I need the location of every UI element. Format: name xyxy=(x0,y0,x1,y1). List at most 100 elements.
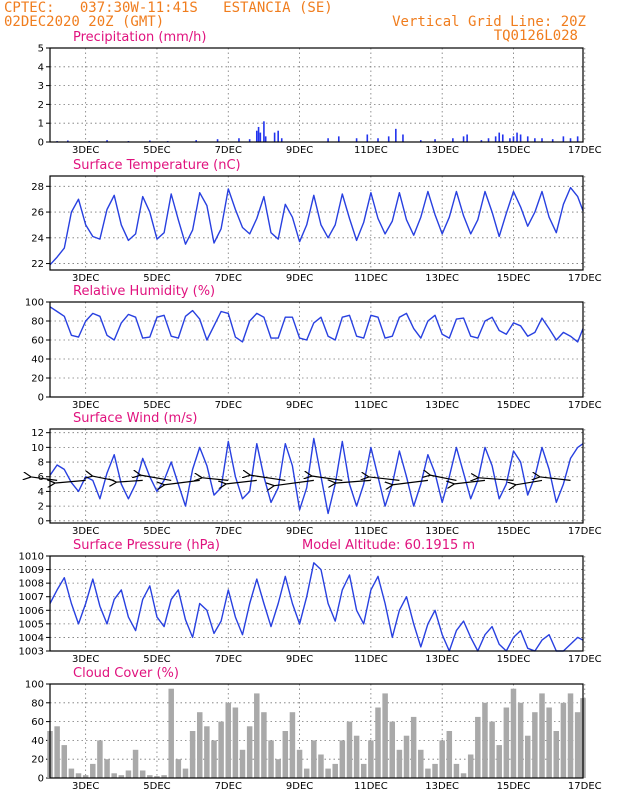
precip-bar xyxy=(366,134,369,142)
x-tick-label: 15DEC xyxy=(497,781,531,792)
x-tick-label: 15DEC xyxy=(497,145,531,156)
precip-bar xyxy=(452,138,454,142)
rh-line xyxy=(49,306,584,343)
cloud-bar xyxy=(482,702,488,778)
x-tick-label: 7DEC xyxy=(215,526,242,537)
temp-line xyxy=(49,186,584,266)
pres-line xyxy=(49,562,584,652)
cloud-bar xyxy=(567,693,574,778)
x-tick-label: 7DEC xyxy=(215,781,242,792)
cloud-bar xyxy=(403,735,410,778)
cloud-bar xyxy=(139,770,146,778)
cloud-bar xyxy=(382,693,388,778)
wind-vector-arrow xyxy=(515,479,543,485)
y-tick-label: 0 xyxy=(38,516,44,527)
precip-bar xyxy=(498,132,501,142)
y-tick-label: 1010 xyxy=(19,552,44,563)
cloud-bar xyxy=(475,716,481,778)
cloud-bar xyxy=(189,731,196,778)
precip-bar xyxy=(466,134,468,142)
y-tick-label: 1004 xyxy=(19,633,44,644)
wind-vector-arrow xyxy=(164,479,200,485)
precip-bar xyxy=(355,138,358,142)
model-code: TQ0126L028 xyxy=(493,28,578,44)
x-tick-label: 9DEC xyxy=(286,781,313,792)
y-tick-label: 10 xyxy=(31,443,44,454)
precip-bar xyxy=(519,134,522,142)
vertical-grid-note: Vertical Grid Line: 20Z xyxy=(392,14,586,30)
precip-bar xyxy=(509,138,511,142)
wind-vector-arrow xyxy=(477,478,514,481)
cloud-bar xyxy=(282,731,289,778)
y-tick-label: 4 xyxy=(38,62,44,73)
x-tick-label: 15DEC xyxy=(497,400,531,411)
cloud-bar xyxy=(82,775,89,778)
panel-title: Surface Wind (m/s) xyxy=(73,411,197,426)
cloud-bar xyxy=(353,735,360,778)
panel-frame xyxy=(49,428,584,524)
y-tick-label: 100 xyxy=(25,298,44,309)
y-tick-label: 1007 xyxy=(19,592,44,603)
cloud-bar xyxy=(539,693,545,778)
precip-bar xyxy=(259,132,262,142)
wind-vector-arrow xyxy=(92,476,115,481)
x-tick-label: 5DEC xyxy=(143,781,170,792)
x-tick-label: 9DEC xyxy=(286,654,313,665)
precip-bar xyxy=(434,139,436,142)
cloud-bar xyxy=(546,707,552,778)
x-tick-label: 15DEC xyxy=(497,654,531,665)
precip-bar xyxy=(516,132,518,142)
cloud-bar xyxy=(132,749,139,778)
y-tick-label: 3 xyxy=(38,81,44,92)
x-tick-label: 3DEC xyxy=(72,273,99,284)
precip-bar xyxy=(195,140,197,142)
cloud-bar xyxy=(232,707,239,778)
x-tick-label: 13DEC xyxy=(425,526,459,537)
cloud-bar xyxy=(218,721,224,778)
y-tick-label: 100 xyxy=(25,680,44,691)
x-tick-label: 11DEC xyxy=(354,273,388,284)
x-tick-label: 17DEC xyxy=(568,781,602,792)
wind-vector-arrow xyxy=(225,479,257,484)
precip-bar xyxy=(238,138,240,142)
precip-bar xyxy=(419,140,422,142)
wind-vector-arrow xyxy=(335,480,371,483)
precip-bar xyxy=(501,134,504,142)
y-tick-label: 1 xyxy=(38,119,44,130)
precip-bar xyxy=(480,140,483,142)
cloud-bar xyxy=(496,745,502,778)
wind-vector-arrow xyxy=(140,475,172,481)
cloud-bar xyxy=(460,773,467,778)
cloud-bar xyxy=(118,775,125,778)
cloud-bar xyxy=(239,749,246,778)
cloud-bar xyxy=(147,775,153,778)
x-tick-label: 13DEC xyxy=(425,654,459,665)
precip-bar xyxy=(487,138,490,142)
cloud-bar xyxy=(254,693,260,778)
precip-bar xyxy=(280,138,283,142)
panel-title: Surface Temperature (nC) xyxy=(73,158,241,173)
x-tick-label: 11DEC xyxy=(354,526,388,537)
cloud-bar xyxy=(489,721,495,778)
x-tick-label: 13DEC xyxy=(425,273,459,284)
cloud-bar xyxy=(97,740,103,778)
y-tick-label: 2 xyxy=(38,502,44,513)
precip-bar xyxy=(216,139,219,142)
y-tick-label: 20 xyxy=(31,755,44,766)
cloud-bar xyxy=(532,712,538,778)
x-tick-label: 7DEC xyxy=(215,273,242,284)
x-tick-label: 17DEC xyxy=(568,654,602,665)
cloud-bar xyxy=(453,763,460,778)
precip-bar xyxy=(387,136,390,142)
y-tick-label: 1006 xyxy=(19,606,44,617)
x-tick-label: 5DEC xyxy=(143,273,170,284)
precip-bar xyxy=(462,136,465,142)
x-tick-label: 11DEC xyxy=(354,400,388,411)
wind-vector-arrow xyxy=(249,475,286,481)
panel-frame xyxy=(49,175,584,271)
x-tick-label: 13DEC xyxy=(425,145,459,156)
run-time: 02DEC2020 20Z (GMT) xyxy=(4,14,165,30)
x-tick-label: 17DEC xyxy=(568,273,602,284)
precip-bar xyxy=(337,136,340,142)
y-tick-label: 60 xyxy=(31,336,44,347)
